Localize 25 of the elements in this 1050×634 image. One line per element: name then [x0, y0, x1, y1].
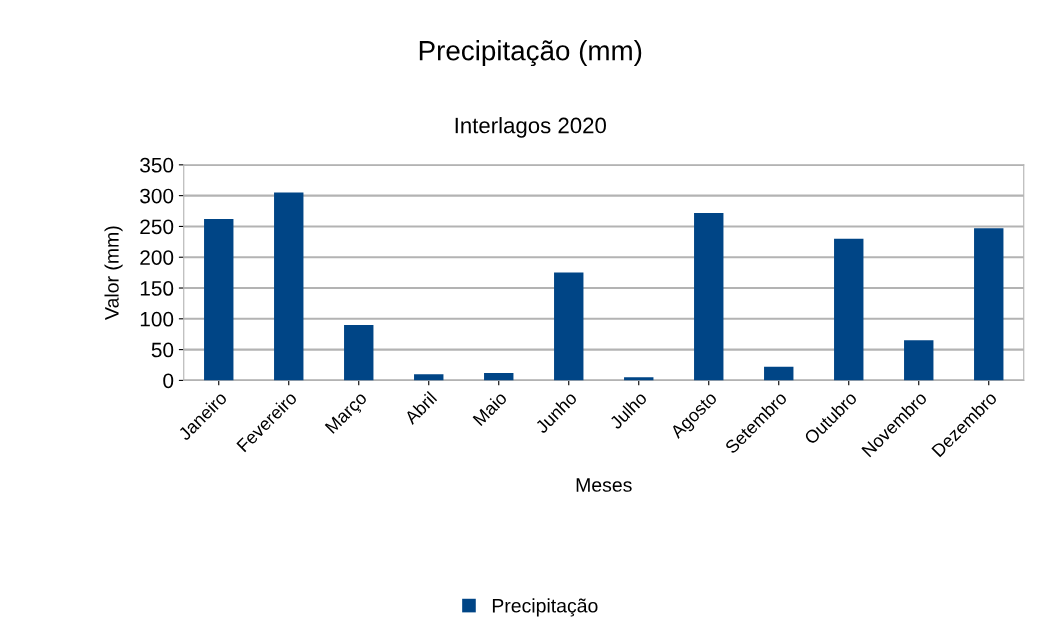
bar: [624, 377, 654, 381]
bar: [834, 238, 864, 381]
bar: [974, 228, 1004, 381]
bar: [204, 219, 234, 381]
y-tick-label: 100: [140, 311, 174, 327]
y-tick-label: 150: [140, 281, 174, 296]
x-axis-title: Meses: [576, 478, 632, 492]
y-tick-label: 50: [151, 342, 174, 358]
bar: [694, 212, 724, 381]
y-axis-title: Valor (mm): [104, 226, 123, 320]
chart-subtitle: Interlagos 2020: [455, 117, 606, 138]
bar: [764, 366, 794, 381]
legend-label: Precipitação: [492, 598, 598, 617]
y-tick-label: 250: [140, 219, 174, 235]
bar: [554, 272, 584, 381]
y-tick-label: 350: [140, 157, 174, 173]
y-tick-label: 0: [163, 373, 174, 389]
bar: [904, 340, 934, 381]
y-tick-label: 200: [140, 250, 174, 265]
bar: [414, 374, 444, 381]
bar: [484, 373, 514, 381]
bar: [344, 324, 374, 381]
y-tick-label: 300: [140, 188, 174, 204]
chart-title: Precipitação (mm): [419, 40, 642, 67]
bar: [274, 192, 304, 381]
